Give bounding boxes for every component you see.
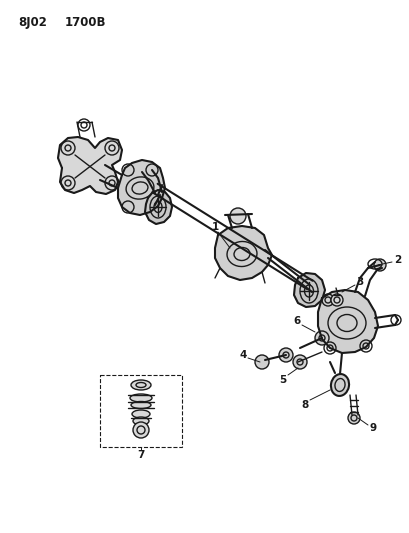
Polygon shape: [214, 226, 271, 280]
Circle shape: [347, 412, 359, 424]
Circle shape: [278, 348, 292, 362]
Circle shape: [133, 422, 148, 438]
Text: 1700B: 1700B: [65, 16, 106, 29]
Ellipse shape: [133, 417, 148, 425]
Bar: [100, 375, 182, 447]
Text: 6: 6: [293, 316, 300, 326]
Text: 1: 1: [211, 222, 218, 232]
Text: 5: 5: [279, 375, 286, 385]
Polygon shape: [118, 160, 164, 215]
Ellipse shape: [132, 410, 150, 418]
Polygon shape: [293, 273, 324, 307]
Circle shape: [330, 294, 342, 306]
Circle shape: [292, 355, 306, 369]
Ellipse shape: [131, 380, 151, 390]
Polygon shape: [145, 190, 172, 224]
Text: 7: 7: [137, 450, 144, 460]
Circle shape: [314, 331, 328, 345]
Text: 3: 3: [355, 277, 363, 287]
Text: 8: 8: [301, 400, 308, 410]
Text: 9: 9: [369, 423, 375, 433]
Ellipse shape: [130, 394, 152, 402]
Polygon shape: [58, 137, 122, 194]
Ellipse shape: [330, 374, 348, 396]
Circle shape: [254, 355, 268, 369]
Text: 8J02: 8J02: [18, 16, 47, 29]
Circle shape: [373, 259, 385, 271]
Circle shape: [229, 208, 245, 224]
Polygon shape: [317, 290, 377, 353]
Text: 4: 4: [239, 350, 246, 360]
Ellipse shape: [131, 401, 151, 408]
Text: 2: 2: [393, 255, 401, 265]
